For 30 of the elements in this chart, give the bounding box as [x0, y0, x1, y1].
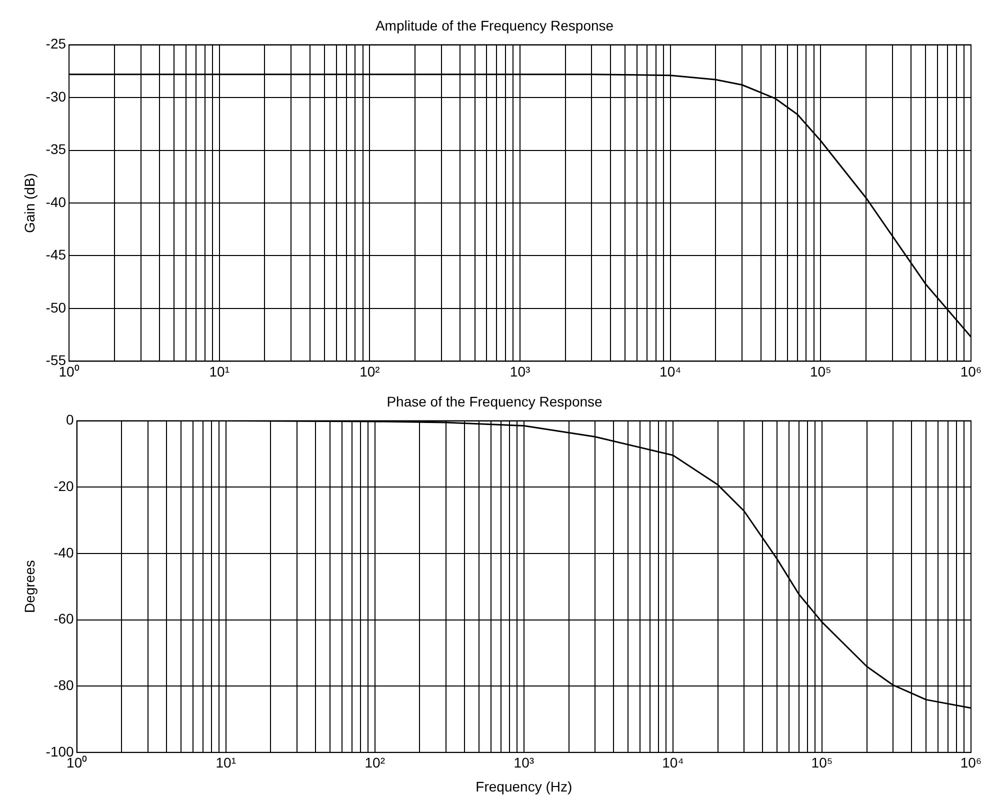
x-tick-label: 10²	[360, 363, 380, 380]
chart-title: Amplitude of the Frequency Response	[375, 17, 614, 34]
y-axis-title: Gain (dB)	[21, 173, 38, 233]
x-tick-label: 10⁴	[662, 754, 684, 771]
y-tick-label: -60	[54, 610, 74, 627]
x-tick-label: 10¹	[216, 754, 236, 771]
y-tick-label: -80	[54, 676, 74, 693]
y-tick-label: -40	[46, 194, 66, 210]
x-tick-label: 10⁵	[811, 754, 833, 771]
chart-title: Phase of the Frequency Response	[386, 393, 603, 410]
x-tick-label: 10³	[514, 754, 534, 771]
y-tick-label: 0	[66, 412, 74, 428]
y-tick-label: -30	[46, 88, 66, 104]
x-tick-label: 10⁰	[66, 754, 88, 771]
y-tick-label: -45	[46, 246, 66, 263]
y-tick-label: -50	[46, 299, 66, 316]
y-tick-label: -35	[46, 141, 66, 158]
y-axis-title: Degrees	[21, 560, 38, 614]
x-tick-label: 10³	[510, 363, 530, 380]
x-tick-label: 10⁴	[660, 363, 682, 380]
x-tick-label: 10⁵	[810, 363, 832, 380]
x-tick-label: 10¹	[209, 363, 230, 380]
y-tick-label: -40	[54, 544, 74, 560]
x-axis-title: Frequency (Hz)	[476, 778, 572, 794]
x-tick-label: 10⁰	[58, 363, 80, 380]
x-tick-label: 10²	[364, 754, 386, 771]
y-tick-label: -25	[46, 36, 66, 52]
x-tick-label: 10⁶	[960, 754, 982, 771]
x-tick-label: 10⁶	[960, 363, 982, 380]
y-tick-label: -20	[54, 478, 74, 494]
